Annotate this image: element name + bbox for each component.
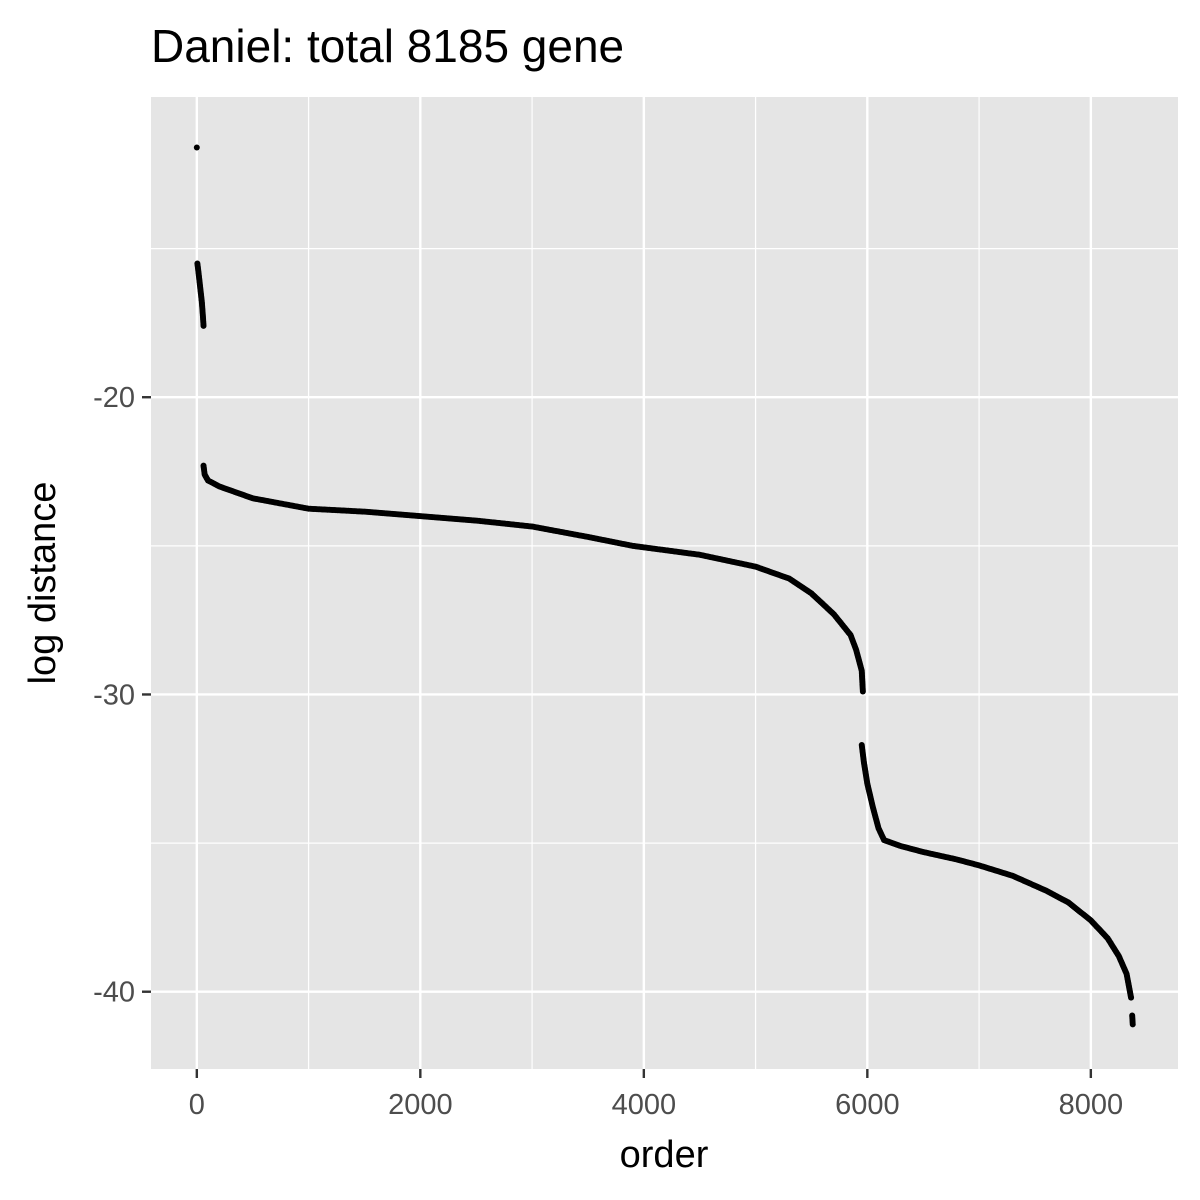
- y-tick-label: -30: [93, 679, 135, 711]
- grid-minor: [151, 97, 1178, 1069]
- data-point: [1128, 994, 1135, 1001]
- x-tick-label: 2000: [388, 1089, 453, 1121]
- chart-title: Daniel: total 8185 gene: [151, 20, 624, 72]
- data-point: [200, 322, 207, 329]
- y-tick-label: -40: [93, 977, 135, 1009]
- x-tick-label: 0: [189, 1089, 205, 1121]
- data-point: [193, 144, 200, 151]
- y-tick-label: -20: [93, 382, 135, 414]
- data-points: [193, 144, 1136, 1028]
- x-tick-label: 6000: [835, 1089, 900, 1121]
- y-axis: -20 -30 -40: [93, 382, 151, 1009]
- x-axis: 0 2000 4000 6000 8000: [189, 1069, 1123, 1121]
- x-tick-label: 8000: [1059, 1089, 1124, 1121]
- y-axis-title: log distance: [22, 482, 64, 685]
- data-point: [1129, 1021, 1136, 1028]
- grid-major: [151, 97, 1178, 1069]
- data-point: [859, 688, 866, 695]
- x-tick-label: 4000: [612, 1089, 677, 1121]
- plot-panel: [151, 97, 1178, 1069]
- x-axis-title: order: [620, 1134, 709, 1176]
